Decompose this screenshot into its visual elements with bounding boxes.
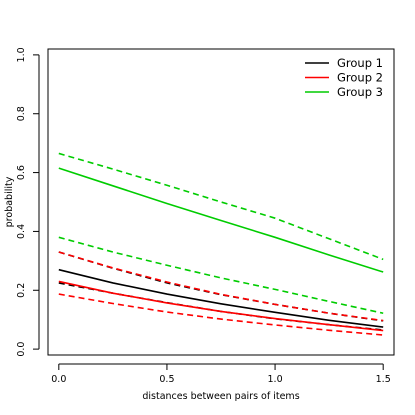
group-1-upper-bound-line <box>58 251 384 322</box>
x-axis-title: distances between pairs of items <box>142 391 299 402</box>
y-tick-label: 0.6 <box>16 165 27 180</box>
group-1-lower-bound-line <box>58 282 384 331</box>
group-2-line <box>58 280 384 332</box>
y-tick-label: 0.4 <box>16 224 27 239</box>
plot-frame <box>47 48 395 356</box>
group-2-legend-label: Group 2 <box>337 71 383 85</box>
group-3-lower-bound-line <box>58 236 384 315</box>
group-3-upper-bound-line <box>58 152 384 261</box>
y-axis: 0.0 0.2 0.4 0.6 0.8 1.0 <box>16 47 40 357</box>
series-layer <box>58 152 384 336</box>
y-tick-label: 1.0 <box>16 47 27 62</box>
x-tick-label: 1.0 <box>268 374 283 385</box>
group-2-lower-bound-line <box>58 293 384 336</box>
x-axis: 0.0 0.5 1.0 1.5 <box>51 363 391 385</box>
group-3-line <box>58 167 384 273</box>
y-tick-label: 0.0 <box>16 342 27 357</box>
group-2-upper-bound-line <box>58 251 384 322</box>
y-tick-label: 0.2 <box>16 283 27 298</box>
x-tick-label: 0.0 <box>51 374 66 385</box>
y-tick-label: 0.8 <box>16 106 27 121</box>
group-1-line <box>58 268 384 328</box>
group-1-legend-label: Group 1 <box>337 56 383 70</box>
group-3-legend-label: Group 3 <box>337 85 383 99</box>
y-axis-title: probability <box>4 176 15 227</box>
x-tick-label: 1.5 <box>376 374 391 385</box>
x-tick-label: 0.5 <box>159 374 174 385</box>
